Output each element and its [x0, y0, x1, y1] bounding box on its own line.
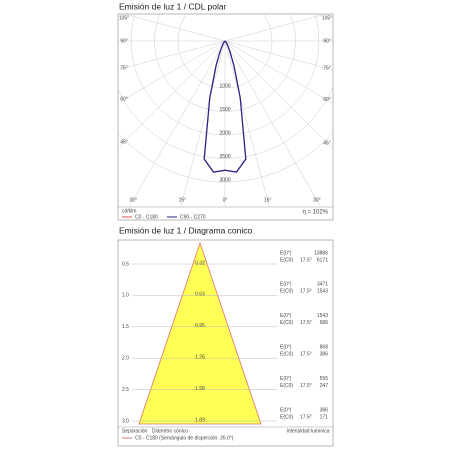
e-center-name: E(0°): [280, 376, 292, 382]
e-edge-value: 171: [320, 414, 329, 420]
angle-tick-label: 75°: [120, 65, 128, 71]
e-center-name: E(0°): [280, 407, 292, 413]
diameter-label: 1.89: [195, 417, 205, 423]
angle-tick-label: 0°: [223, 197, 228, 203]
angle-tick-label: 105°: [119, 15, 129, 21]
polar-title: Emisión de luz 1 / CDL polar: [119, 1, 227, 11]
r-tick-label: 1500: [219, 107, 230, 113]
angle-tick-label: 90°: [323, 38, 331, 44]
polar-plot: [118, 14, 333, 207]
e-edge-value: 686: [320, 320, 329, 326]
angle-tick-label: 105°: [322, 15, 332, 21]
angle-tick-label: 60°: [120, 97, 128, 103]
angle-tick-label: 90°: [120, 38, 128, 44]
e-center-value: 13886: [314, 250, 328, 256]
angle-label: 17.5°: [300, 414, 312, 420]
angle-label: 17.5°: [300, 257, 312, 263]
e-edge-value: 6171: [317, 257, 328, 263]
e-center-value: 555: [320, 376, 329, 382]
e-center-name: E(0°): [280, 313, 292, 319]
e-edge-name: E(C0): [280, 352, 293, 358]
distance-label: 1.5: [122, 324, 129, 330]
diameter-label: 0.95: [195, 323, 205, 329]
angle-label: 17.5°: [300, 383, 312, 389]
diameter-label: 0.63: [195, 292, 205, 298]
r-tick-label: 2500: [219, 154, 230, 160]
angle-label: 17.5°: [300, 320, 312, 326]
angle-tick-label: 30°: [129, 197, 137, 203]
angle-spoke: [118, 40, 226, 70]
distance-label: 0.5: [122, 261, 129, 267]
distance-label: 1.0: [122, 293, 129, 299]
angle-tick-label: 15°: [264, 197, 272, 203]
e-edge-value: 386: [320, 352, 329, 358]
legend-label: C90 - C270: [180, 214, 206, 220]
polar-curve: [203, 40, 247, 173]
diameter-label: 1.58: [195, 386, 205, 392]
e-center-value: 3471: [317, 282, 328, 288]
angle-tick-label: 15°: [179, 197, 187, 203]
angle-spoke: [118, 40, 226, 149]
r-tick-label: 1000: [219, 83, 230, 89]
unit-label: cd/klm: [122, 208, 136, 214]
angle-spoke: [224, 40, 333, 150]
e-center-name: E(0°): [280, 250, 292, 256]
footer-intensity: Intensidad lumínica: [286, 428, 329, 434]
angle-tick-label: 45°: [323, 140, 331, 146]
e-edge-name: E(C0): [280, 257, 293, 263]
cone-title: Emisión de luz 1 / Diagrama conico: [119, 225, 253, 235]
angle-tick-label: 75°: [323, 66, 331, 72]
e-center-name: E(0°): [280, 345, 292, 351]
cone-shape: [138, 241, 262, 425]
angle-tick-label: 45°: [120, 139, 128, 145]
r-tick-label: 3000: [219, 177, 230, 183]
e-edge-name: E(C0): [280, 289, 293, 295]
e-center-value: 1543: [317, 313, 328, 319]
angle-spoke: [118, 40, 226, 104]
e-edge-value: 1543: [317, 289, 328, 295]
diameter-label: 1.26: [195, 355, 205, 361]
angle-spoke: [128, 40, 226, 207]
diameter-label: 0.32: [195, 260, 205, 266]
polar-frame: [117, 13, 334, 221]
angle-label: 17.5°: [300, 352, 312, 358]
e-edge-name: E(C0): [280, 414, 293, 420]
e-center-name: E(0°): [280, 282, 292, 288]
angle-spoke: [224, 14, 327, 42]
efficiency-label: η = 102%: [302, 210, 328, 216]
angle-tick-label: 60°: [323, 97, 331, 103]
angle-spoke: [123, 14, 226, 42]
e-center-value: 386: [320, 407, 329, 413]
angle-spoke: [180, 40, 226, 207]
angle-spoke: [224, 40, 333, 71]
cone-frame: [117, 239, 334, 447]
e-edge-value: 247: [320, 383, 329, 389]
e-edge-name: E(C0): [280, 320, 293, 326]
angle-spoke: [224, 40, 333, 104]
angle-spoke: [224, 40, 322, 207]
e-edge-name: E(C0): [280, 383, 293, 389]
footer-legend: C0 - C180 (Semángulo de dispersión: 35.0…: [135, 435, 234, 441]
e-center-value: 868: [320, 345, 329, 351]
distance-label: 2.5: [122, 387, 129, 393]
distance-label: 2.0: [122, 356, 129, 362]
r-tick-label: 2000: [219, 130, 230, 136]
distance-label: 3.0: [122, 418, 129, 424]
footer-diameter: Diámetro cónico: [152, 428, 188, 434]
angle-label: 17.5°: [300, 289, 312, 295]
polar-labels: 1000 1500 2000 2500 3000 105° 90° 75° 60° 45° 30° 1…: [119, 15, 332, 220]
legend-label: C0 - C180: [135, 214, 158, 220]
footer-distance: Separación: [122, 428, 148, 434]
angle-spoke: [224, 40, 270, 207]
angle-tick-label: 30°: [313, 197, 321, 203]
